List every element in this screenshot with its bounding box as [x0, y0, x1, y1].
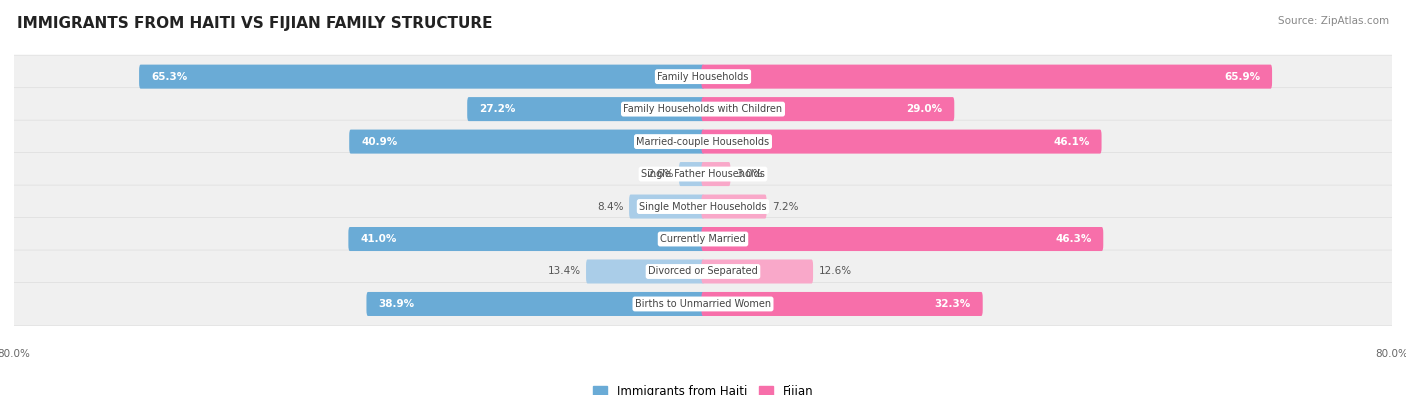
- FancyBboxPatch shape: [702, 97, 955, 121]
- Text: 8.4%: 8.4%: [598, 201, 624, 212]
- Text: 2.6%: 2.6%: [647, 169, 673, 179]
- FancyBboxPatch shape: [139, 65, 704, 88]
- Text: 65.3%: 65.3%: [150, 71, 187, 82]
- Text: 13.4%: 13.4%: [547, 267, 581, 276]
- FancyBboxPatch shape: [702, 260, 813, 284]
- FancyBboxPatch shape: [679, 162, 704, 186]
- Text: 32.3%: 32.3%: [935, 299, 970, 309]
- FancyBboxPatch shape: [702, 130, 1101, 154]
- FancyBboxPatch shape: [11, 120, 1395, 163]
- FancyBboxPatch shape: [11, 88, 1395, 130]
- Text: Divorced or Separated: Divorced or Separated: [648, 267, 758, 276]
- FancyBboxPatch shape: [11, 185, 1395, 228]
- FancyBboxPatch shape: [11, 218, 1395, 260]
- FancyBboxPatch shape: [702, 65, 1272, 88]
- Text: IMMIGRANTS FROM HAITI VS FIJIAN FAMILY STRUCTURE: IMMIGRANTS FROM HAITI VS FIJIAN FAMILY S…: [17, 16, 492, 31]
- Text: 3.0%: 3.0%: [735, 169, 762, 179]
- FancyBboxPatch shape: [367, 292, 704, 316]
- Text: 38.9%: 38.9%: [378, 299, 415, 309]
- Text: 12.6%: 12.6%: [818, 267, 852, 276]
- FancyBboxPatch shape: [349, 130, 704, 154]
- FancyBboxPatch shape: [467, 97, 704, 121]
- Text: 46.1%: 46.1%: [1053, 137, 1090, 147]
- Text: 27.2%: 27.2%: [479, 104, 516, 114]
- FancyBboxPatch shape: [11, 250, 1395, 293]
- Text: 40.9%: 40.9%: [361, 137, 398, 147]
- FancyBboxPatch shape: [702, 162, 730, 186]
- Text: Family Households: Family Households: [658, 71, 748, 82]
- Text: Single Mother Households: Single Mother Households: [640, 201, 766, 212]
- FancyBboxPatch shape: [702, 227, 1104, 251]
- Text: 29.0%: 29.0%: [907, 104, 942, 114]
- FancyBboxPatch shape: [349, 227, 704, 251]
- Text: Source: ZipAtlas.com: Source: ZipAtlas.com: [1278, 16, 1389, 26]
- Text: 65.9%: 65.9%: [1225, 71, 1260, 82]
- Text: Births to Unmarried Women: Births to Unmarried Women: [636, 299, 770, 309]
- Text: Single Father Households: Single Father Households: [641, 169, 765, 179]
- Text: Family Households with Children: Family Households with Children: [623, 104, 783, 114]
- FancyBboxPatch shape: [11, 152, 1395, 196]
- Text: 7.2%: 7.2%: [772, 201, 799, 212]
- Text: 41.0%: 41.0%: [360, 234, 396, 244]
- FancyBboxPatch shape: [702, 194, 766, 218]
- Text: Currently Married: Currently Married: [661, 234, 745, 244]
- FancyBboxPatch shape: [11, 55, 1395, 98]
- Legend: Immigrants from Haiti, Fijian: Immigrants from Haiti, Fijian: [593, 385, 813, 395]
- Text: Married-couple Households: Married-couple Households: [637, 137, 769, 147]
- FancyBboxPatch shape: [11, 282, 1395, 325]
- FancyBboxPatch shape: [586, 260, 704, 284]
- Text: 46.3%: 46.3%: [1054, 234, 1091, 244]
- FancyBboxPatch shape: [628, 194, 704, 218]
- FancyBboxPatch shape: [702, 292, 983, 316]
